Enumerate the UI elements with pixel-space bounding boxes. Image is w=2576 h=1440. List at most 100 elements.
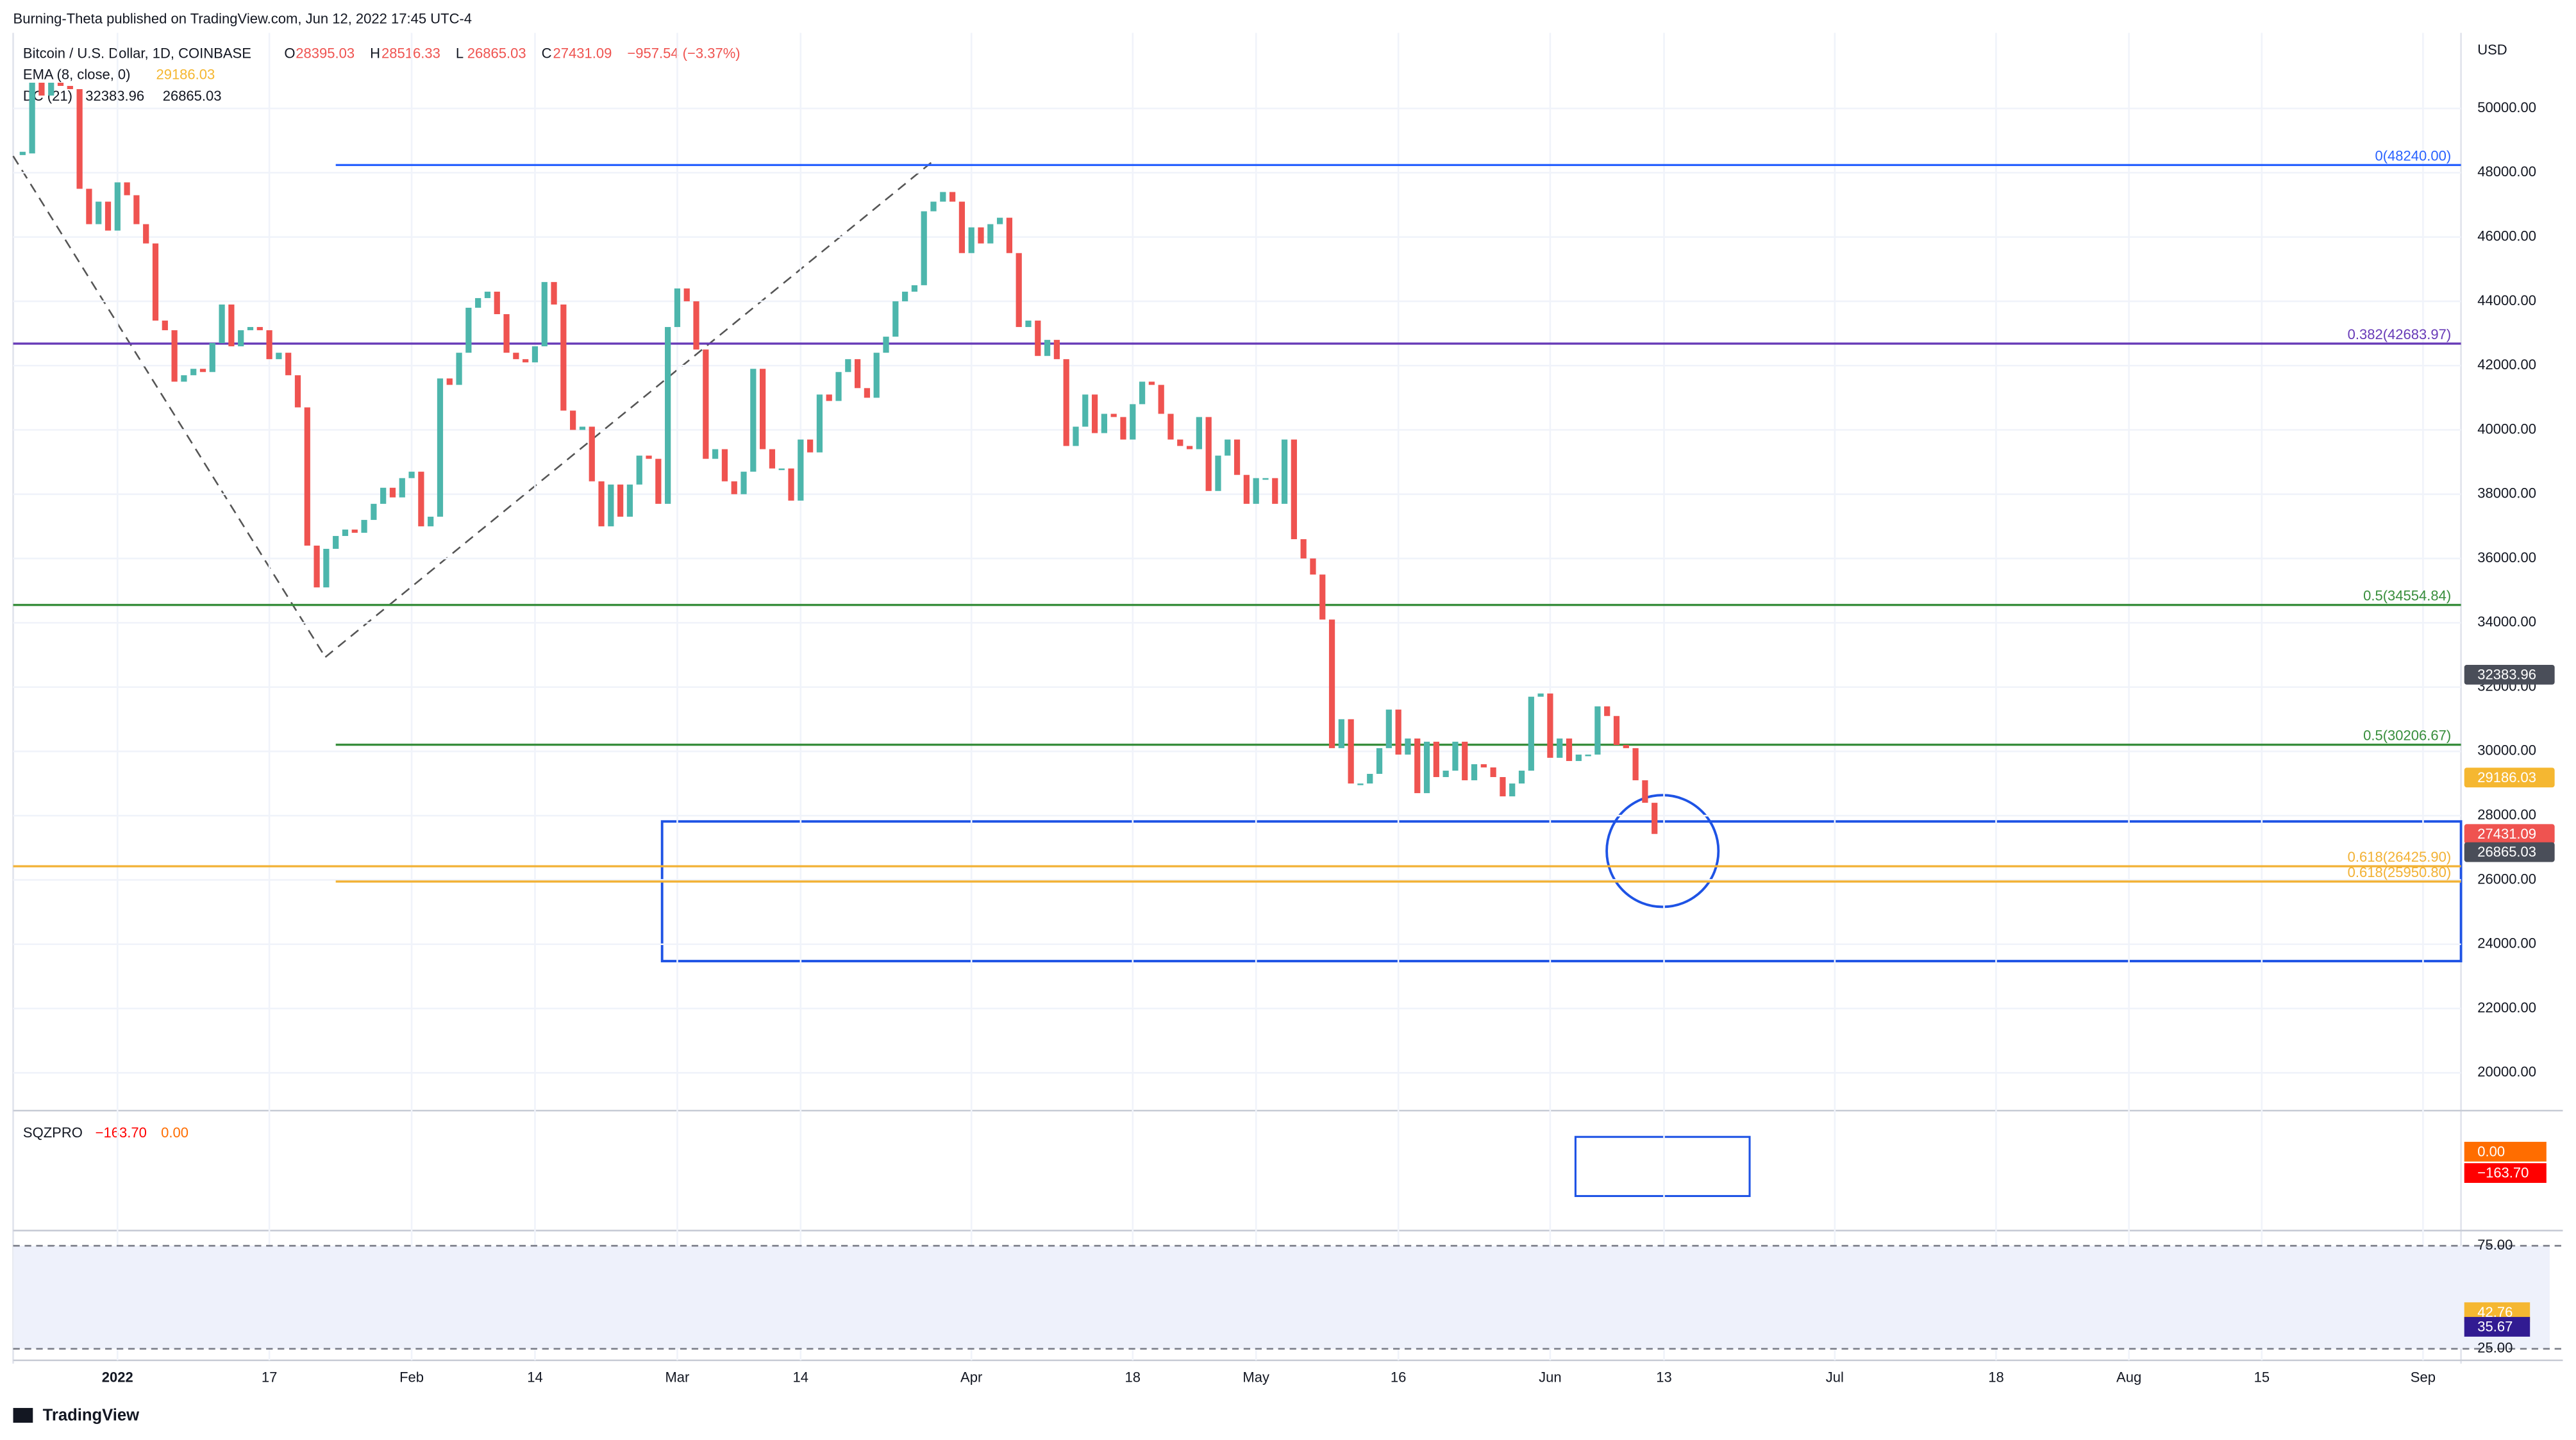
candle — [788, 468, 794, 501]
candle — [807, 439, 814, 453]
candle — [1139, 381, 1146, 405]
candle — [1509, 783, 1516, 797]
candle — [1575, 754, 1582, 761]
candle — [1167, 414, 1174, 440]
candle — [484, 291, 491, 298]
candle — [855, 359, 861, 389]
candle — [1006, 217, 1013, 253]
candle — [456, 353, 462, 385]
candle — [1357, 783, 1364, 785]
candle — [721, 449, 728, 481]
candle — [247, 327, 254, 331]
candle — [57, 83, 64, 87]
candle — [655, 458, 662, 504]
candle — [1091, 394, 1098, 433]
ohlc-value: −957.54 (−3.37%) — [627, 45, 740, 61]
sqz-label: −163.70 — [2477, 1165, 2529, 1181]
candle — [1405, 738, 1411, 755]
candle — [1177, 439, 1183, 446]
ohlc-key: H — [370, 45, 380, 61]
candle — [579, 426, 586, 430]
candle — [693, 301, 699, 350]
candle — [1395, 709, 1401, 755]
dc-lower: 26865.03 — [163, 88, 222, 104]
candle — [769, 449, 776, 469]
sqz-label-bg — [2464, 1163, 2547, 1183]
candle — [1338, 719, 1344, 748]
candle — [1053, 340, 1060, 360]
candle — [996, 217, 1003, 224]
candle — [1462, 741, 1468, 781]
x-tick-label: 2022 — [102, 1369, 133, 1386]
x-tick-label: 14 — [793, 1369, 809, 1386]
x-tick-label: 16 — [1391, 1369, 1407, 1386]
candle — [1073, 426, 1079, 446]
x-tick-label: 18 — [1988, 1369, 2004, 1386]
candle — [987, 224, 994, 244]
candle — [1148, 381, 1155, 385]
candle — [1063, 359, 1069, 446]
candle — [541, 281, 548, 347]
candle — [1291, 439, 1297, 539]
price-label: 32383.96 — [2477, 666, 2536, 682]
x-tick-label: Jun — [1539, 1369, 1562, 1386]
candle — [1186, 446, 1193, 449]
candle — [968, 227, 974, 253]
candle — [1234, 439, 1241, 475]
ema-value: 29186.03 — [156, 67, 215, 83]
candle — [1310, 558, 1316, 575]
y-tick-label: 26000.00 — [2477, 871, 2536, 887]
candle — [124, 182, 130, 196]
rsi-tick-label: 25.00 — [2477, 1340, 2513, 1356]
candle — [38, 83, 45, 96]
price-label: 27431.09 — [2477, 826, 2536, 842]
x-tick-label: Feb — [399, 1369, 424, 1386]
ohlc-key: C — [542, 45, 552, 61]
candle — [608, 484, 614, 526]
candle — [712, 449, 719, 459]
candle — [1623, 744, 1629, 748]
candle — [285, 353, 292, 376]
candle — [1044, 340, 1051, 356]
candle — [1557, 738, 1563, 758]
candle — [1082, 394, 1089, 427]
candle — [978, 227, 984, 244]
candle — [1196, 417, 1202, 449]
ohlc-value: 28395.03 — [296, 45, 355, 61]
candle — [1423, 741, 1430, 794]
currency: USD — [2477, 42, 2507, 58]
candle — [314, 546, 320, 588]
x-tick-label: Sep — [2411, 1369, 2436, 1386]
y-tick-label: 24000.00 — [2477, 935, 2536, 951]
candle — [1025, 321, 1032, 328]
candle — [826, 394, 832, 401]
candle — [114, 182, 121, 231]
fib-label: 0.618(25950.80) — [2348, 864, 2452, 880]
y-tick-label: 50000.00 — [2477, 99, 2536, 115]
candle — [351, 529, 358, 533]
candle — [835, 372, 842, 401]
y-tick-label: 20000.00 — [2477, 1064, 2536, 1080]
candle — [1130, 404, 1136, 440]
rsi-tick-label: 75.00 — [2477, 1237, 2513, 1253]
candle — [475, 297, 481, 308]
candle — [29, 83, 35, 154]
x-tick-label: Jul — [1826, 1369, 1844, 1386]
candle — [523, 359, 529, 363]
candle — [465, 307, 472, 353]
symbol: Bitcoin / U.S. Dollar, 1D, COINBASE — [23, 45, 251, 61]
candle — [683, 288, 690, 301]
candle — [1414, 738, 1421, 794]
highlight-circle — [1605, 794, 1720, 908]
candle — [1281, 439, 1288, 504]
candle — [1376, 748, 1383, 774]
candle — [1452, 741, 1459, 771]
candle — [1101, 414, 1107, 433]
candle — [731, 481, 737, 494]
ohlc-value: 27431.09 — [553, 45, 612, 61]
candle — [930, 201, 937, 212]
candle — [162, 321, 168, 331]
